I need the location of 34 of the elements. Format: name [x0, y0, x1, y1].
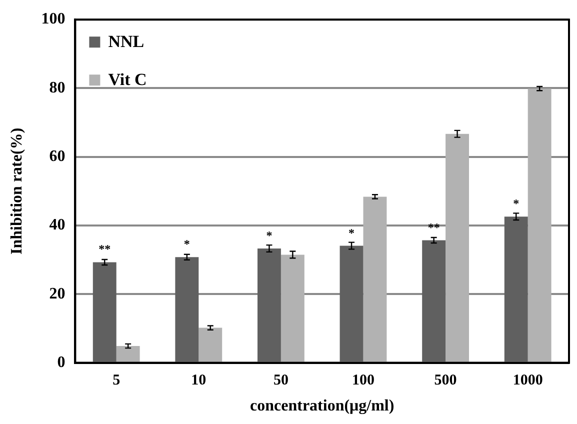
annotation: *: [184, 237, 190, 252]
x-tick-label: 10: [191, 372, 206, 389]
annotation: *: [513, 196, 520, 211]
bar: [257, 248, 281, 362]
y-tick-label: 80: [49, 79, 66, 96]
y-axis-title: Inhibition rate(%): [8, 128, 26, 255]
bar: [363, 196, 387, 362]
bar: [528, 88, 552, 362]
y-tick-label: 20: [49, 285, 66, 302]
legend-label: Vit C: [108, 70, 147, 89]
bar: [92, 262, 116, 362]
annotation: **: [428, 220, 440, 234]
x-axis-title: concentration(μg/ml): [250, 398, 394, 415]
bar: [280, 254, 304, 362]
x-tick-label: 500: [434, 372, 457, 389]
bar: [198, 328, 222, 362]
annotation: **: [98, 242, 111, 256]
bar: [340, 246, 364, 362]
bar: [446, 134, 470, 362]
x-tick-label: 100: [352, 372, 374, 389]
x-tick-label: 50: [273, 372, 288, 389]
bar: [175, 257, 199, 362]
y-tick-label: 40: [49, 216, 66, 234]
x-tick-label: 5: [112, 372, 120, 389]
x-tick-label: 1000: [512, 372, 543, 389]
bar: [504, 216, 528, 362]
legend-label: NNL: [108, 32, 144, 51]
y-tick-label: 0: [57, 354, 66, 371]
annotation: *: [266, 228, 272, 243]
y-tick-label: 100: [41, 10, 66, 28]
bar: [116, 346, 140, 362]
y-tick-label: 60: [49, 148, 66, 166]
annotation: *: [348, 226, 355, 240]
bar: [422, 240, 446, 362]
